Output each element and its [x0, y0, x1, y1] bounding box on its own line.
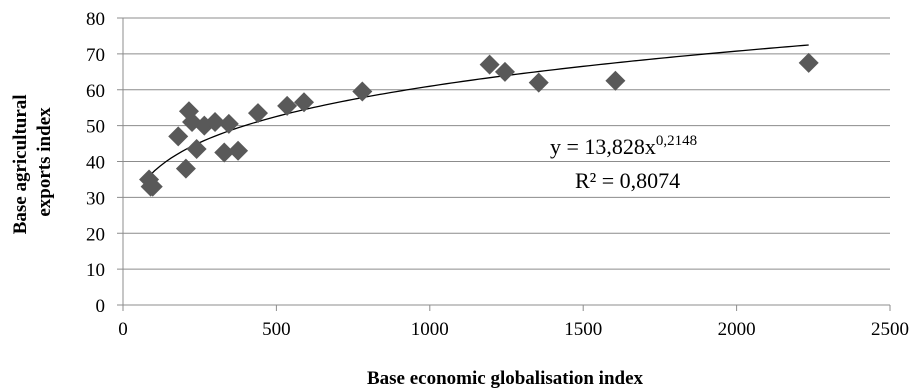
data-point	[214, 142, 235, 163]
tick-labels: 0 10 20 30 40 50 60 70 80 0 500 1000 1500 2000 2500	[86, 9, 909, 340]
data-point	[186, 138, 207, 159]
data-point	[277, 95, 298, 116]
data-point	[168, 126, 189, 147]
x-tick-label: 1000	[411, 319, 449, 340]
data-point	[182, 112, 203, 133]
data-point	[228, 140, 249, 161]
y-tick-label: 80	[86, 9, 105, 30]
y-tick-label: 0	[96, 296, 106, 317]
y-tick-label: 70	[86, 45, 105, 66]
x-tick-label: 2500	[871, 319, 909, 340]
x-tick-label: 2000	[718, 319, 756, 340]
y-tick-label: 20	[86, 224, 105, 245]
x-tick-label: 1500	[564, 319, 602, 340]
axes	[117, 17, 891, 311]
equation-base: y = 13,828x	[550, 134, 656, 159]
y-tick-label: 10	[86, 260, 105, 281]
data-point	[479, 54, 500, 75]
y-tick-label: 60	[86, 81, 105, 102]
data-points	[139, 52, 819, 197]
x-axis-title: Base economic globalisation index	[367, 368, 644, 389]
equation-exponent: 0,2148	[656, 133, 697, 149]
gridlines	[123, 17, 890, 270]
y-axis-title-line-1: Base agricultural	[10, 94, 31, 234]
y-axis-title: Base agricultural exports index	[10, 90, 55, 235]
data-point	[294, 92, 315, 113]
y-tick-label: 40	[86, 153, 105, 174]
data-point	[494, 61, 515, 82]
data-point	[142, 176, 163, 197]
x-tick-label: 500	[262, 319, 291, 340]
y-axis-title-line-2: exports index	[34, 107, 55, 217]
data-point	[605, 70, 626, 91]
y-tick-label: 50	[86, 117, 105, 138]
data-point	[247, 103, 268, 124]
data-point	[218, 113, 239, 134]
power-trendline	[148, 44, 809, 177]
r-squared-label: R² = 0,8074	[575, 168, 680, 193]
data-point	[175, 158, 196, 179]
data-point	[528, 72, 549, 93]
y-tick-label: 30	[86, 188, 105, 209]
trendline-equation: y = 13,828x0,2148	[550, 133, 697, 159]
data-point	[798, 52, 819, 73]
x-tick-label: 0	[118, 319, 128, 340]
trendline-group	[148, 44, 809, 177]
data-point	[205, 112, 226, 133]
data-point	[352, 81, 373, 102]
